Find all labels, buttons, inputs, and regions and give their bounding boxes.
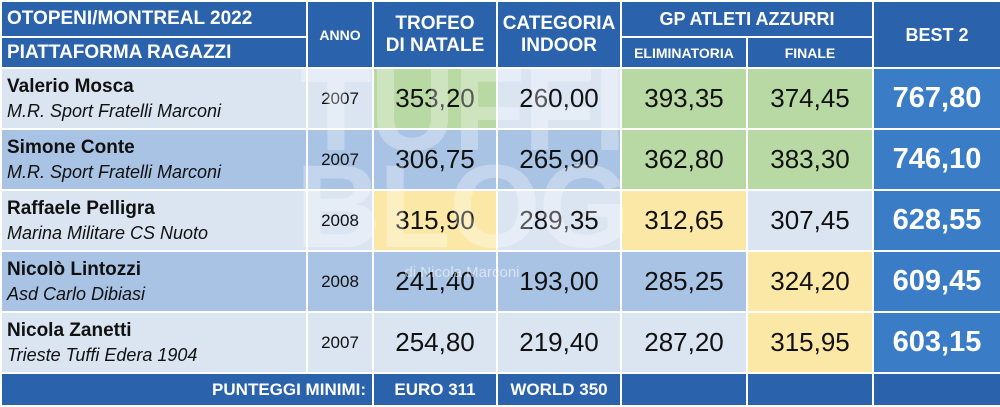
best-score: 628,55 — [872, 189, 1000, 252]
athlete-name: Valerio Mosca — [7, 75, 134, 97]
eliminatoria-score: 285,25 — [620, 250, 748, 313]
trofeo-score: 254,80 — [372, 311, 498, 374]
categoria-score: 289,35 — [496, 189, 622, 252]
finale-score: 324,20 — [746, 250, 874, 313]
year-cell: 2008 — [306, 189, 374, 252]
footer-empty-cell — [746, 372, 874, 407]
footer-empty-cell — [620, 372, 748, 407]
athlete-name: Nicolò Lintozzi — [7, 258, 142, 280]
categoria-score: 193,00 — [496, 250, 622, 313]
year-cell: 2007 — [306, 128, 374, 191]
best-score: 609,45 — [872, 250, 1000, 313]
footer-empty-cell — [872, 372, 1000, 407]
best-score: 603,15 — [872, 311, 1000, 374]
athlete-cell: Raffaele Pelligra Marina Militare CS Nuo… — [0, 189, 308, 252]
athlete-name: Nicola Zanetti — [7, 319, 132, 341]
athlete-row: Nicolò Lintozzi Asd Carlo Dibiasi 2008 2… — [0, 250, 1000, 313]
eliminatoria-score: 287,20 — [620, 311, 748, 374]
athlete-name: Raffaele Pelligra — [7, 197, 155, 219]
trofeo-header: TROFEO DI NATALE — [372, 0, 498, 69]
trofeo-score: 241,40 — [372, 250, 498, 313]
year-cell: 2007 — [306, 67, 374, 130]
gp-header: GP ATLETI AZZURRI — [620, 0, 874, 38]
eliminatoria-score: 312,65 — [620, 189, 748, 252]
athlete-row: Raffaele Pelligra Marina Militare CS Nuo… — [0, 189, 1000, 252]
finale-score: 374,45 — [746, 67, 874, 130]
best-header: BEST 2 — [872, 0, 1000, 69]
categoria-header: CATEGORIA INDOOR — [496, 0, 622, 69]
athlete-club: Trieste Tuffi Edera 1904 — [7, 344, 198, 365]
athlete-cell: Nicola Zanetti Trieste Tuffi Edera 1904 — [0, 311, 308, 374]
eliminatoria-score: 393,35 — [620, 67, 748, 130]
best-score: 767,80 — [872, 67, 1000, 130]
finale-header: FINALE — [746, 36, 874, 69]
header-row-2: PIATTAFORMA RAGAZZI ELIMINATORIA FINALE — [0, 36, 1000, 69]
athlete-row: Valerio Mosca M.R. Sport Fratelli Marcon… — [0, 67, 1000, 130]
year-cell: 2008 — [306, 250, 374, 313]
athlete-name: Simone Conte — [7, 136, 135, 158]
world-minimum: WORLD 350 — [496, 372, 622, 407]
anno-header: ANNO — [306, 0, 374, 69]
categoria-score: 219,40 — [496, 311, 622, 374]
trofeo-score: 306,75 — [372, 128, 498, 191]
finale-score: 307,45 — [746, 189, 874, 252]
athlete-club: Asd Carlo Dibiasi — [7, 283, 146, 304]
athlete-row: Nicola Zanetti Trieste Tuffi Edera 1904 … — [0, 311, 1000, 374]
athlete-cell: Nicolò Lintozzi Asd Carlo Dibiasi — [0, 250, 308, 313]
eliminatoria-score: 362,80 — [620, 128, 748, 191]
header-row-1: OTOPENI/MONTREAL 2022 ANNO TROFEO DI NAT… — [0, 0, 1000, 69]
athlete-club: Marina Militare CS Nuoto — [7, 222, 209, 243]
trofeo-header-line1: TROFEO — [395, 12, 475, 34]
eliminatoria-header: ELIMINATORIA — [620, 36, 748, 69]
minimum-scores-label: PUNTEGGI MINIMI: — [0, 372, 374, 407]
finale-score: 383,30 — [746, 128, 874, 191]
trofeo-header-line2: DI NATALE — [385, 34, 485, 56]
categoria-score: 260,00 — [496, 67, 622, 130]
athlete-club: M.R. Sport Fratelli Marconi — [7, 100, 222, 121]
athlete-row: Simone Conte M.R. Sport Fratelli Marconi… — [0, 128, 1000, 191]
footer-row: PUNTEGGI MINIMI: EURO 311 WORLD 350 — [0, 372, 1000, 407]
table-subtitle: PIATTAFORMA RAGAZZI — [0, 36, 308, 69]
finale-score: 315,95 — [746, 311, 874, 374]
athlete-cell: Simone Conte M.R. Sport Fratelli Marconi — [0, 128, 308, 191]
year-cell: 2007 — [306, 311, 374, 374]
athlete-club: M.R. Sport Fratelli Marconi — [7, 161, 222, 182]
best-score: 746,10 — [872, 128, 1000, 191]
trofeo-score: 315,90 — [372, 189, 498, 252]
categoria-header-line2: INDOOR — [521, 34, 597, 56]
table-title: OTOPENI/MONTREAL 2022 — [0, 0, 308, 38]
trofeo-score: 353,20 — [372, 67, 498, 130]
euro-minimum: EURO 311 — [372, 372, 498, 407]
categoria-score: 265,90 — [496, 128, 622, 191]
athlete-cell: Valerio Mosca M.R. Sport Fratelli Marcon… — [0, 67, 308, 130]
categoria-header-line1: CATEGORIA — [502, 12, 616, 34]
